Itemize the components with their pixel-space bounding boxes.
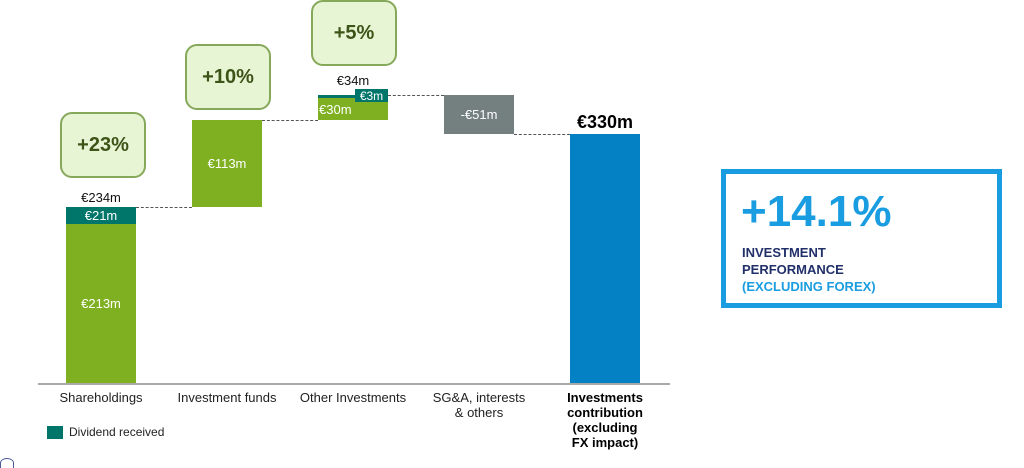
category-label-total: Investments contribution (excluding FX i…: [545, 390, 665, 450]
growth-badge-investment-funds: +10%: [185, 44, 271, 110]
logo-icon: [0, 458, 14, 468]
category-line: (excluding: [572, 420, 638, 435]
category-label-other-investments: Other Investments: [299, 390, 407, 405]
category-label-shareholdings: Shareholdings: [59, 390, 143, 405]
shareholdings-base-bar: €213m: [66, 224, 136, 383]
other-investments-total-label: €34m: [336, 73, 370, 88]
connector-line: [136, 207, 192, 208]
legend-swatch-dividend: [47, 425, 63, 439]
shareholdings-total-label: €234m: [81, 190, 121, 205]
connector-line: [514, 134, 570, 135]
category-label-investment-funds: Investment funds: [177, 390, 277, 405]
kpi-line-3: (EXCLUDING FOREX): [742, 279, 876, 294]
total-bar: [570, 134, 640, 383]
category-line: Investments: [567, 390, 643, 405]
growth-badge-shareholdings: +23%: [60, 112, 146, 178]
other-investments-dividend-label-box: €3m: [355, 88, 388, 103]
category-line: SG&A, interests: [432, 390, 526, 405]
kpi-value: +14.1%: [741, 187, 892, 236]
legend-label-dividend: Dividend received: [69, 425, 165, 439]
bar-label: €30m: [319, 101, 352, 117]
category-line: FX impact): [571, 435, 639, 450]
total-value-label: €330m: [576, 112, 634, 132]
other-investments-dividend-strip: [318, 95, 388, 98]
investment-funds-bar: €113m: [192, 120, 262, 207]
sga-bar: -€51m: [444, 95, 514, 134]
bar-label: €3m: [359, 88, 384, 103]
bar-label: €113m: [207, 156, 247, 171]
connector-line: [262, 120, 318, 121]
shareholdings-dividend-bar: €21m: [66, 207, 136, 224]
category-line: contribution: [567, 405, 643, 420]
growth-value: +23%: [77, 133, 129, 156]
kpi-box: +14.1% INVESTMENT PERFORMANCE (EXCLUDING…: [721, 169, 1002, 308]
growth-badge-other-investments: +5%: [311, 0, 397, 66]
growth-value: +10%: [202, 65, 254, 88]
other-investments-base-bar: €30m: [318, 98, 388, 120]
kpi-line-2: PERFORMANCE: [742, 262, 844, 277]
legend: Dividend received: [47, 425, 164, 439]
bar-label: €21m: [84, 208, 118, 223]
category-line: & others: [454, 405, 504, 420]
bar-label: -€51m: [460, 107, 498, 122]
growth-value: +5%: [333, 21, 375, 44]
category-label-sga: SG&A, interests & others: [419, 390, 539, 420]
x-axis: [38, 383, 670, 385]
connector-line: [388, 95, 444, 96]
bar-label: €213m: [81, 296, 121, 311]
kpi-line-1: INVESTMENT: [742, 245, 826, 260]
